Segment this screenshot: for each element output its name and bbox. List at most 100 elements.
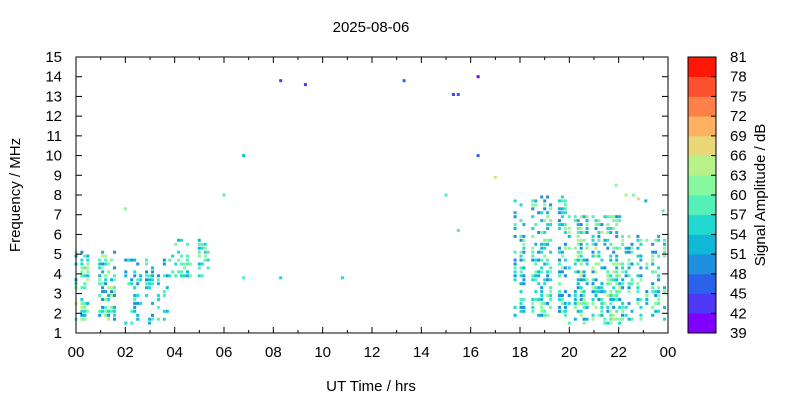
data-point bbox=[636, 282, 640, 286]
data-point bbox=[618, 215, 622, 219]
data-point bbox=[522, 258, 526, 262]
data-point bbox=[80, 250, 84, 254]
data-point bbox=[522, 238, 526, 242]
data-point bbox=[621, 313, 625, 317]
data-point bbox=[101, 305, 105, 309]
data-point bbox=[597, 238, 601, 242]
data-point bbox=[104, 313, 108, 317]
data-point bbox=[130, 278, 134, 282]
data-point bbox=[522, 282, 526, 286]
data-point bbox=[654, 290, 658, 294]
data-point bbox=[579, 286, 583, 290]
data-point bbox=[513, 250, 517, 254]
data-point bbox=[609, 317, 613, 321]
data-point bbox=[579, 290, 583, 294]
data-point bbox=[594, 278, 598, 282]
data-point bbox=[200, 246, 204, 250]
data-point bbox=[594, 219, 598, 223]
data-point bbox=[168, 274, 172, 278]
data-point bbox=[197, 266, 201, 270]
data-point bbox=[663, 242, 666, 246]
data-point bbox=[558, 223, 561, 227]
data-point bbox=[534, 223, 538, 227]
data-point bbox=[563, 231, 567, 234]
data-point bbox=[600, 313, 604, 317]
data-point bbox=[456, 93, 460, 96]
data-point bbox=[165, 274, 169, 278]
data-point bbox=[130, 309, 134, 313]
x-tick-label: 12 bbox=[364, 344, 381, 361]
x-tick-label: 00 bbox=[660, 344, 677, 361]
data-point bbox=[594, 254, 598, 258]
data-point bbox=[197, 274, 201, 278]
data-point bbox=[110, 278, 113, 282]
data-point bbox=[645, 266, 649, 270]
data-point bbox=[597, 219, 601, 223]
y-tick-label: 3 bbox=[54, 286, 62, 303]
data-point bbox=[579, 262, 583, 266]
data-point bbox=[563, 246, 567, 250]
data-point bbox=[151, 313, 154, 317]
data-point bbox=[546, 274, 550, 278]
data-point bbox=[519, 234, 523, 238]
data-point bbox=[624, 305, 628, 309]
data-point bbox=[606, 309, 610, 313]
data-point bbox=[621, 242, 625, 246]
data-point bbox=[558, 305, 561, 309]
data-point bbox=[582, 290, 586, 294]
data-point bbox=[606, 238, 610, 242]
data-point bbox=[549, 238, 553, 242]
data-point bbox=[183, 274, 186, 278]
data-point bbox=[609, 321, 613, 325]
data-point bbox=[543, 231, 547, 234]
data-point bbox=[615, 317, 619, 321]
data-point bbox=[609, 231, 613, 234]
data-point bbox=[612, 219, 616, 223]
data-point bbox=[186, 242, 189, 246]
data-point bbox=[654, 270, 658, 274]
data-point bbox=[630, 262, 634, 266]
data-point bbox=[80, 258, 84, 262]
data-point bbox=[177, 250, 181, 254]
colorbar-segment bbox=[688, 135, 716, 156]
data-point bbox=[558, 199, 561, 203]
data-point bbox=[579, 246, 583, 250]
data-point bbox=[531, 207, 535, 211]
data-point bbox=[657, 301, 661, 305]
data-point bbox=[558, 246, 561, 250]
data-point bbox=[537, 298, 541, 301]
data-point bbox=[531, 258, 535, 262]
data-point bbox=[609, 274, 613, 278]
y-tick-label: 15 bbox=[45, 49, 62, 66]
data-point bbox=[513, 234, 517, 238]
data-point bbox=[522, 242, 526, 246]
data-point bbox=[612, 298, 616, 301]
data-point bbox=[612, 246, 616, 250]
data-point bbox=[639, 242, 643, 246]
data-point bbox=[560, 215, 564, 219]
data-point bbox=[180, 254, 184, 258]
data-point bbox=[145, 278, 148, 282]
data-point bbox=[107, 286, 111, 290]
data-point bbox=[519, 274, 523, 278]
data-point bbox=[107, 309, 111, 313]
data-point bbox=[612, 278, 616, 282]
data-point bbox=[579, 250, 583, 254]
data-point bbox=[639, 238, 643, 242]
data-point bbox=[563, 207, 567, 211]
data-point bbox=[107, 317, 111, 321]
data-point bbox=[80, 274, 84, 278]
data-point bbox=[621, 317, 625, 321]
data-point bbox=[522, 250, 526, 254]
data-point bbox=[531, 254, 535, 258]
data-point bbox=[627, 286, 631, 290]
data-point bbox=[594, 286, 598, 290]
data-point bbox=[107, 270, 111, 274]
data-point bbox=[127, 282, 131, 286]
data-point bbox=[651, 254, 655, 258]
data-point bbox=[531, 301, 535, 305]
data-point bbox=[127, 258, 131, 262]
data-point bbox=[567, 227, 571, 230]
data-point bbox=[133, 270, 137, 274]
